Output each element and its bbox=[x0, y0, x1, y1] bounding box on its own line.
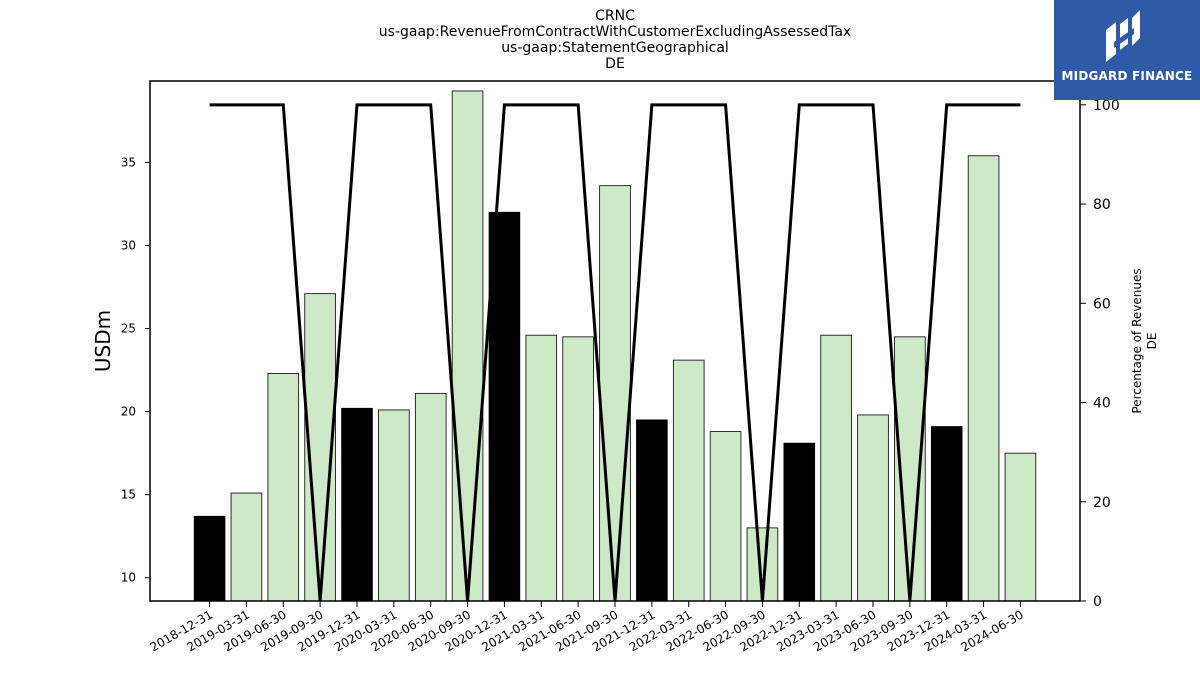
y-right-tick-label: 20 bbox=[1093, 495, 1111, 511]
y-tick-label: 15 bbox=[121, 488, 136, 502]
midgard-logo-icon bbox=[1106, 10, 1140, 62]
bar bbox=[857, 414, 889, 602]
y-axis-label: USDm bbox=[91, 310, 115, 372]
bar bbox=[930, 426, 963, 602]
bar bbox=[267, 372, 300, 602]
y-right-tick-label: 60 bbox=[1093, 296, 1111, 312]
chart-title-line-3: us-gaap:StatementGeographical bbox=[501, 40, 729, 56]
bar bbox=[378, 409, 410, 602]
bar bbox=[820, 334, 852, 602]
bar bbox=[193, 515, 226, 602]
y-tick-label: 30 bbox=[121, 238, 136, 252]
chart-title-line-1: CRNC bbox=[595, 8, 635, 24]
y-tick-label: 35 bbox=[121, 155, 136, 169]
bar bbox=[1004, 452, 1037, 602]
y-right-tick-label: 100 bbox=[1093, 98, 1120, 114]
y-tick-label: 25 bbox=[121, 322, 136, 336]
bar bbox=[341, 407, 373, 602]
bar bbox=[599, 185, 631, 602]
y-right-tick-label: 40 bbox=[1093, 396, 1111, 412]
bar bbox=[562, 336, 594, 602]
midgard-finance-logo: MIDGARD FINANCE bbox=[1054, 0, 1200, 100]
bar bbox=[967, 155, 1000, 602]
y-right-axis-label: DE bbox=[1145, 333, 1159, 350]
y-tick-label: 20 bbox=[121, 405, 136, 419]
bar bbox=[414, 392, 447, 602]
chart-title-line-4: DE bbox=[605, 56, 625, 72]
logo-text: MIDGARD FINANCE bbox=[1061, 69, 1193, 83]
bar bbox=[488, 211, 521, 602]
bar bbox=[451, 90, 484, 602]
bar bbox=[636, 419, 668, 602]
y-tick-label: 10 bbox=[121, 571, 136, 585]
bar bbox=[672, 359, 705, 602]
y-right-tick-label: 0 bbox=[1093, 594, 1102, 610]
bar bbox=[525, 334, 558, 602]
bar bbox=[709, 431, 742, 602]
y-right-tick-label: 80 bbox=[1093, 197, 1111, 213]
y-right-axis-label: Percentage of Revenues bbox=[1130, 268, 1144, 413]
bar bbox=[230, 492, 263, 602]
chart-title-line-2: us-gaap:RevenueFromContractWithCustomerE… bbox=[378, 24, 852, 40]
bar bbox=[783, 442, 816, 602]
